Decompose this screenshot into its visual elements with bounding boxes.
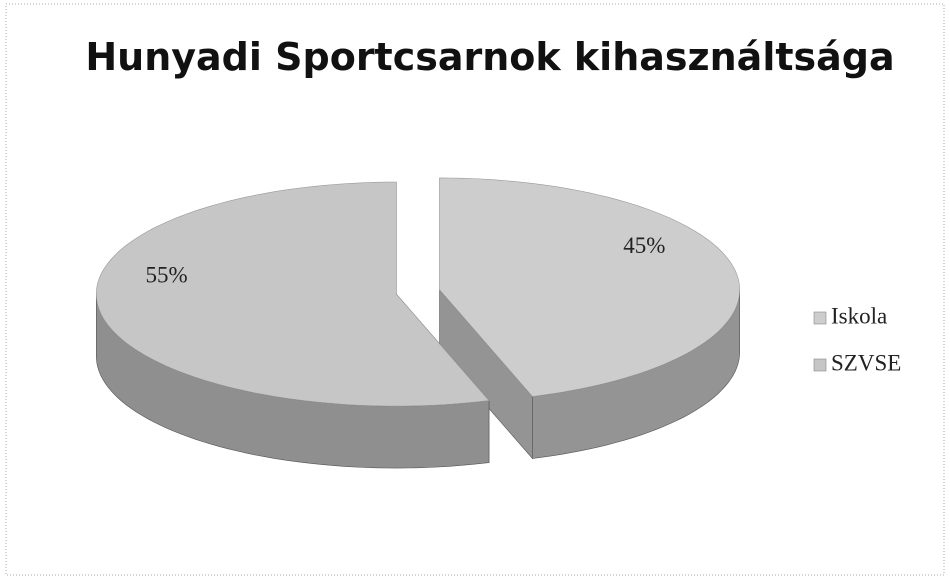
pie-slice: [95, 181, 490, 469]
pie-slice: [439, 177, 741, 460]
data-label: 55%: [145, 263, 187, 288]
data-label: 45%: [623, 233, 665, 258]
slice-top: [439, 177, 741, 397]
legend-label: SZVSE: [831, 350, 901, 375]
legend-swatch: [813, 311, 827, 325]
legend-swatch: [813, 358, 827, 372]
chart-title: Hunyadi Sportcsarnok kihasználtsága: [85, 35, 894, 79]
slice-top: [95, 181, 490, 407]
legend-label: Iskola: [831, 303, 887, 328]
